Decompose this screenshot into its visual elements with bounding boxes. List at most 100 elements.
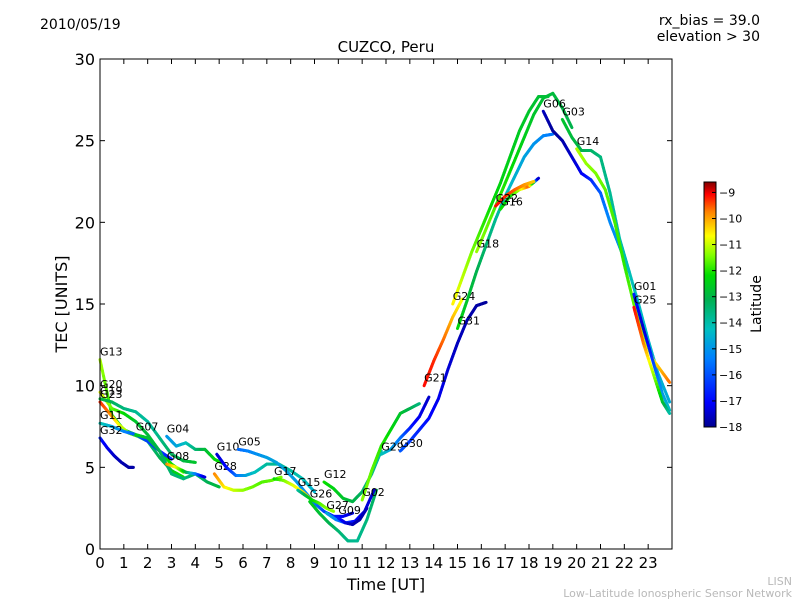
x-tick-label: 17	[496, 554, 515, 572]
x-tick-label: 4	[191, 554, 201, 572]
series-g09: G09	[336, 504, 369, 526]
satellite-label: G22	[496, 192, 519, 205]
satellite-label: G12	[324, 468, 347, 481]
x-tick-label: 5	[214, 554, 224, 572]
x-tick-label: 13	[400, 554, 419, 572]
series-g29: G29	[379, 395, 431, 456]
y-tick-label: 20	[75, 213, 95, 232]
data-point	[667, 410, 672, 415]
satellite-label: G10	[217, 440, 240, 453]
x-tick-label: 22	[615, 554, 634, 572]
footer-network-name: Low-Latitude Ionospheric Sensor Network	[563, 587, 792, 600]
satellite-label: G01	[634, 280, 657, 293]
colorbar-tick-label: −11	[719, 239, 742, 252]
x-tick-label: 15	[448, 554, 467, 572]
colorbar	[703, 181, 717, 428]
series-g26: G26	[308, 488, 378, 543]
data-point	[168, 456, 173, 461]
series-g14: G14	[575, 135, 672, 384]
satellite-label: G25	[634, 293, 657, 306]
y-tick-label: 10	[75, 377, 95, 396]
x-tick-label: 7	[262, 554, 272, 572]
colorbar-tick-label: −14	[719, 317, 742, 330]
axes: 0 1 2 3 4 5 6 7 8 9 10 11 12 13 14 15 16 17 18 19 20 21 22 2305…	[75, 50, 672, 572]
series-g04: G04	[165, 422, 226, 466]
satellite-label: G07	[136, 421, 159, 434]
elevation-label: elevation > 30	[656, 29, 760, 45]
satellite-label: G30	[400, 437, 423, 450]
series-g15: G15	[296, 476, 336, 513]
data-point	[459, 297, 464, 303]
data-point	[374, 488, 378, 495]
satellite-label: G27	[326, 499, 349, 512]
x-tick-label: 0	[95, 554, 105, 572]
x-tick-label: 8	[286, 554, 296, 572]
rx-bias-label: rx_bias = 39.0	[658, 13, 760, 29]
satellite-label: G04	[167, 422, 190, 435]
y-axis-label: TEC [UNITS]	[52, 256, 71, 354]
chart-marks: G13G20G23G19G11G32G07G04G08G28G10G05G17G…	[98, 91, 672, 543]
satellite-label: G18	[477, 238, 500, 251]
series-g06: G06	[541, 97, 631, 273]
series-g25: G25	[632, 293, 672, 415]
data-point	[371, 488, 376, 494]
satellite-label: G14	[577, 135, 600, 148]
data-point	[364, 506, 369, 511]
series-g01: G01	[632, 280, 672, 412]
data-point	[536, 176, 541, 181]
satellite-label: G09	[338, 504, 361, 517]
satellite-label: G19	[100, 385, 123, 398]
x-axis-label: Time [UT]	[346, 575, 425, 594]
series-g22: G22	[494, 180, 536, 208]
data-point	[426, 395, 431, 401]
x-tick-label: 20	[567, 554, 586, 572]
x-tick-label: 1	[119, 554, 129, 572]
y-tick-label: 0	[85, 540, 95, 559]
x-tick-label: 23	[639, 554, 658, 572]
x-tick-label: 2	[143, 554, 153, 572]
colorbar-tick-label: −18	[719, 421, 742, 434]
satellite-label: G16	[500, 195, 523, 208]
data-point	[666, 397, 672, 404]
series-g07: G07	[134, 421, 221, 489]
colorbar-tick-label: −15	[719, 343, 742, 356]
satellite-label: G29	[381, 440, 404, 453]
plot-frame	[99, 58, 673, 550]
series-g32: G32	[98, 424, 135, 469]
x-tick-label: 3	[167, 554, 177, 572]
satellite-label: G23	[100, 388, 123, 401]
series-g18: G18	[475, 91, 574, 254]
satellite-label: G17	[274, 465, 297, 478]
x-tick-label: 10	[329, 554, 348, 572]
satellite-label: G06	[543, 97, 566, 110]
satellite-label: G13	[100, 346, 123, 359]
series-g30: G30	[398, 300, 488, 453]
y-tick-label: 25	[75, 132, 95, 151]
x-tick-label: 18	[519, 554, 538, 572]
x-tick-label: 21	[591, 554, 610, 572]
data-point	[667, 379, 672, 384]
date-label: 2010/05/19	[40, 17, 121, 33]
series-g21: G21	[422, 297, 464, 388]
footer-brand: LISN	[767, 575, 792, 588]
satellite-label: G31	[458, 315, 481, 328]
y-tick-label: 15	[75, 295, 95, 314]
y-tick-label: 30	[75, 50, 95, 69]
satellite-label: G32	[100, 424, 123, 437]
satellite-label: G21	[424, 372, 447, 385]
x-tick-label: 16	[472, 554, 491, 572]
series-g24: G24	[451, 95, 550, 306]
data-point	[180, 474, 185, 479]
x-tick-label: 9	[310, 554, 320, 572]
colorbar-tick-label: −17	[719, 395, 742, 408]
satellite-label: G05	[238, 435, 261, 448]
data-point	[311, 489, 316, 494]
colorbar-ticks: −9 −10 −11 −12 −13 −14 −15 −16 −17 −18	[712, 186, 742, 434]
colorbar-tick-label: −13	[719, 291, 742, 304]
satellite-label: G03	[562, 105, 585, 118]
chart-title: CUZCO, Peru	[338, 38, 435, 56]
satellite-label: G24	[453, 290, 476, 303]
data-point	[667, 407, 672, 412]
series-g02: G02	[360, 402, 421, 502]
